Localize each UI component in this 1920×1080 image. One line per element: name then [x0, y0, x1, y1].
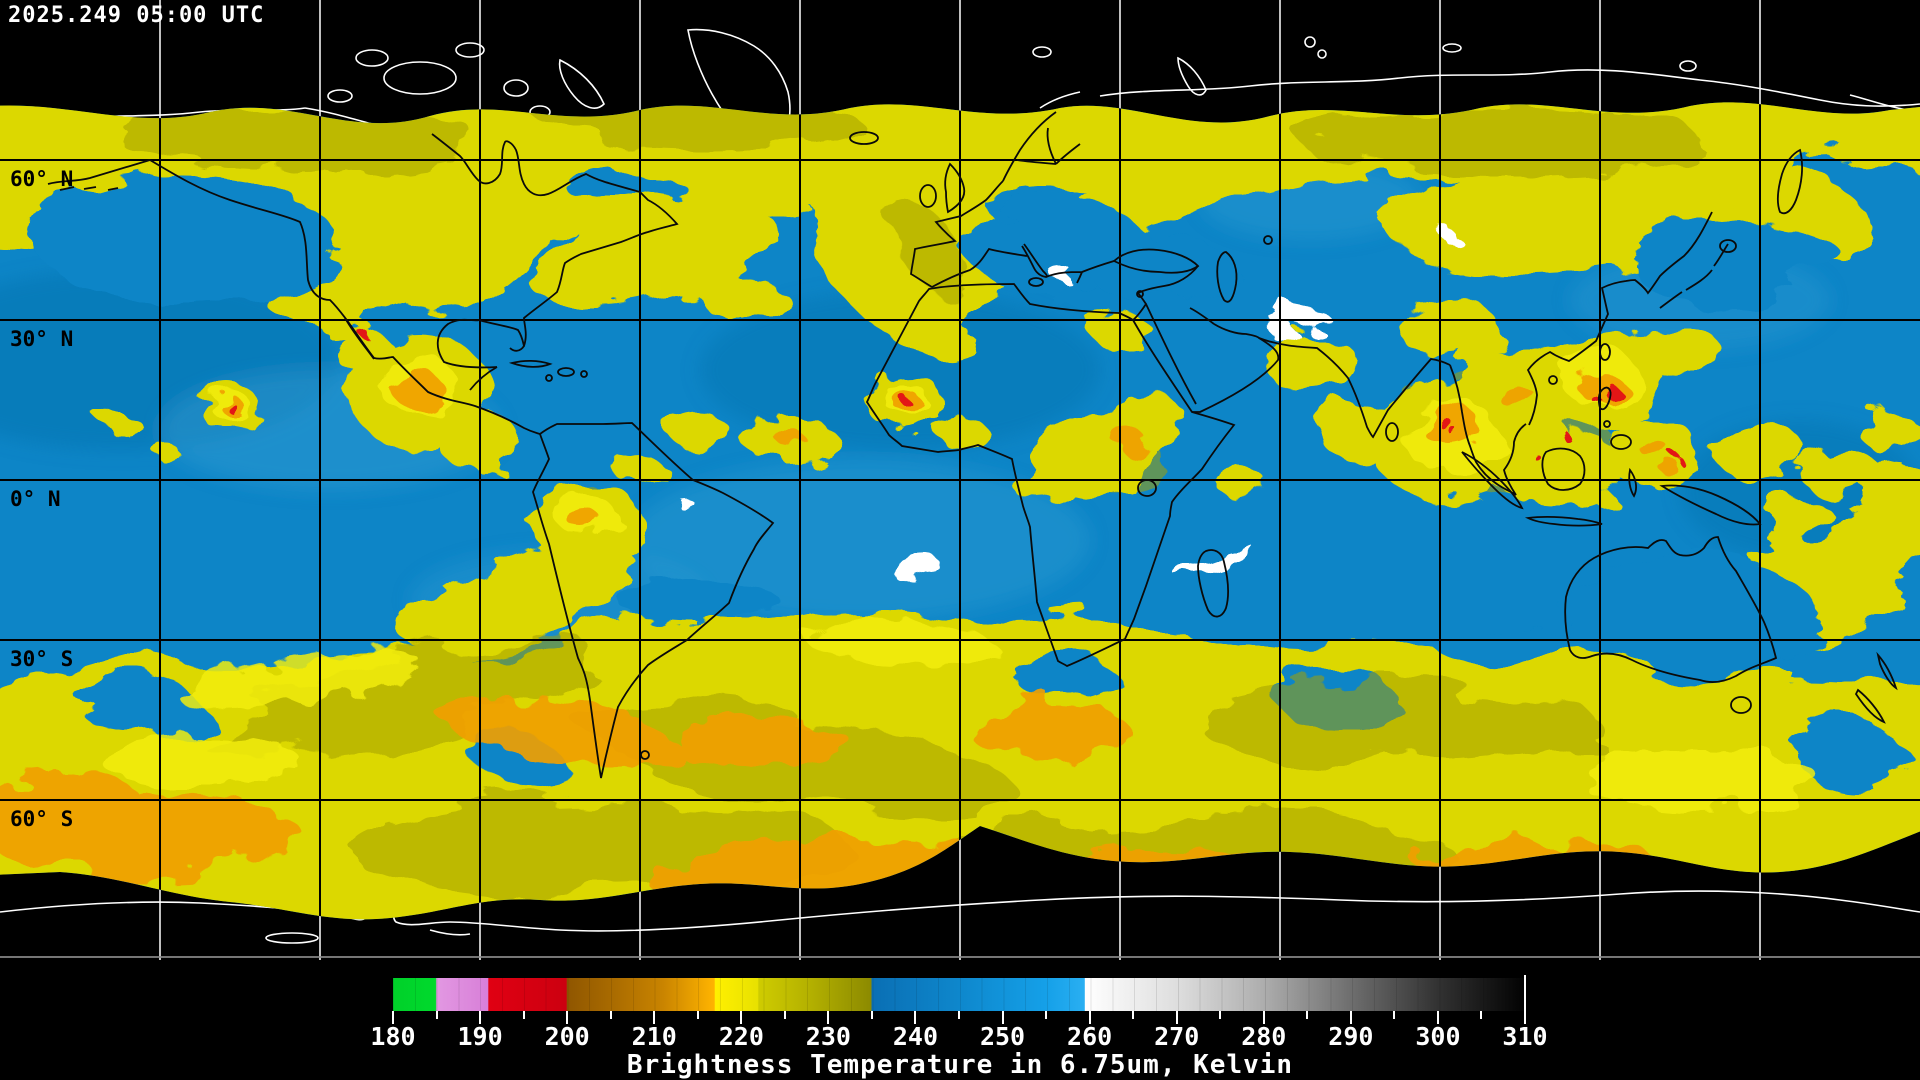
colorbar-minor-tick: [696, 1011, 699, 1019]
colorbar-tick-label: 230: [805, 1022, 851, 1051]
colorbar-minor-tick: [435, 1011, 438, 1019]
colorbar-minor-tick: [958, 1011, 960, 1019]
lat-label-0n: 0° N: [10, 487, 61, 511]
colorbar-tick-label: 310: [1502, 1022, 1548, 1051]
colorbar-ticks: [392, 1011, 1526, 1025]
colorbar-major-tick: [740, 1011, 743, 1024]
colorbar-minor-tick: [522, 1011, 525, 1019]
lat-label-30s: 30° S: [10, 647, 73, 671]
latitude-longitude-grid: [0, 102, 1920, 920]
colorbar-tick-label: 200: [544, 1022, 590, 1051]
colorbar-banding: [393, 978, 1525, 1011]
colorbar-tick-label: 290: [1328, 1022, 1374, 1051]
coastlines: [47, 111, 1898, 779]
colorbar-minor-tick: [783, 1011, 786, 1019]
map-canvas: 60° N 30° N 0° N 30° S 60° S: [0, 0, 1920, 960]
colorbar-minor-tick: [1480, 1011, 1483, 1019]
world-map: 60° N 30° N 0° N 30° S 60° S 2025.249 05…: [0, 0, 1920, 960]
colorbar-tick-label: 180: [370, 1022, 416, 1051]
data-region: [0, 102, 1920, 920]
colorbar-tick-label: 220: [718, 1022, 764, 1051]
colorbar-major-tick: [1524, 1011, 1526, 1024]
colorbar-minor-tick: [1132, 1011, 1135, 1019]
colorbar-tick-label: 260: [1067, 1022, 1113, 1051]
colorbar-major-tick: [1262, 1011, 1265, 1024]
colorbar-major-tick: [1001, 1011, 1004, 1024]
lat-label-60s: 60° S: [10, 807, 73, 831]
lat-label-30n: 30° N: [10, 327, 73, 351]
colorbar-caption: Brightness Temperature in 6.75um, Kelvin: [626, 1050, 1294, 1080]
colorbar-tick-label: 270: [1154, 1022, 1200, 1051]
colorbar-tick-label: 280: [1241, 1022, 1287, 1051]
lat-label-60n: 60° N: [10, 167, 73, 191]
colorbar-tick-label: 300: [1415, 1022, 1461, 1051]
latitude-labels: 60° N 30° N 0° N 30° S 60° S: [10, 167, 73, 831]
colorbar-minor-tick: [1219, 1011, 1222, 1019]
colorbar-major-tick: [1088, 1011, 1091, 1024]
colorbar-minor-tick: [870, 1011, 873, 1019]
colorbar: [393, 975, 1526, 1014]
colorbar-tick-label: 210: [631, 1022, 677, 1051]
colorbar-major-tick: [914, 1011, 917, 1024]
colorbar-minor-tick: [1045, 1011, 1048, 1019]
colorbar-legend: 180 190 200 210 220 230 240 250 260 270 280 290 300 3…: [0, 960, 1920, 1080]
colorbar-major-tick: [653, 1011, 656, 1024]
colorbar-major-tick: [479, 1011, 482, 1024]
colorbar-major-tick: [1436, 1011, 1439, 1024]
warm-white-patches: [673, 228, 1453, 578]
colorbar-tick-label: 250: [979, 1022, 1026, 1051]
colorbar-major-tick: [392, 1011, 394, 1024]
map-bottom-divider: [0, 956, 1920, 958]
colorbar-minor-tick: [1393, 1011, 1396, 1019]
colorbar-tick-label: 190: [457, 1022, 503, 1051]
colorbar-major-tick: [566, 1011, 569, 1024]
colorbar-right-cap: [1524, 975, 1526, 1014]
colorbar-tick-labels: 180 190 200 210 220 230 240 250 260 270 280 290 300 3…: [370, 1022, 1547, 1051]
colorbar-minor-tick: [609, 1011, 612, 1019]
colorbar-major-tick: [827, 1011, 830, 1024]
colorbar-major-tick: [1349, 1011, 1352, 1024]
timestamp: 2025.249 05:00 UTC: [8, 3, 265, 28]
colorbar-minor-tick: [1306, 1011, 1309, 1019]
colorbar-major-tick: [1175, 1011, 1178, 1024]
colorbar-tick-label: 240: [892, 1022, 939, 1051]
